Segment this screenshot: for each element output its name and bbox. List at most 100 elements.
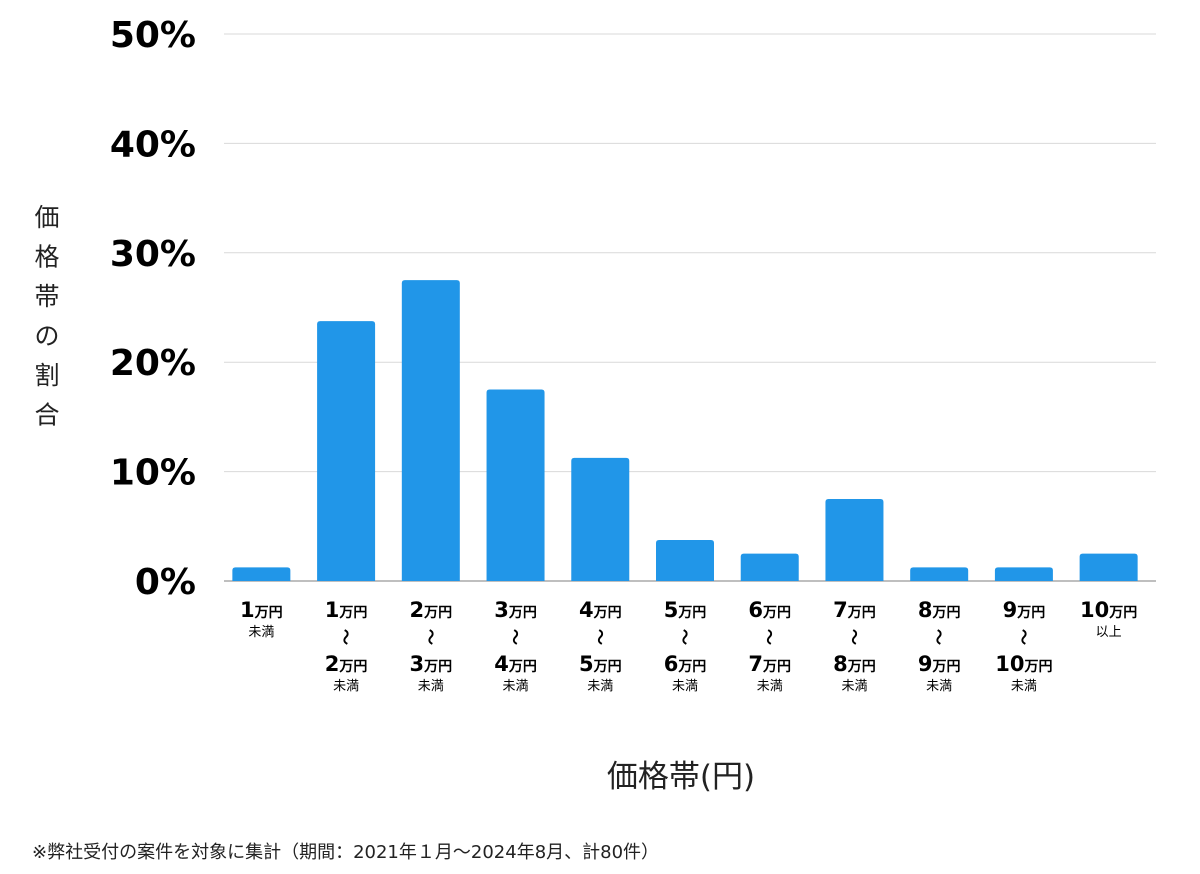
x-tick-number: 7 (748, 652, 763, 676)
bar (232, 567, 291, 581)
x-tick-number: 8 (833, 652, 848, 676)
x-tick-suffix: 未満 (926, 679, 952, 694)
x-tick-unit: 万円 (338, 605, 367, 621)
x-tick-number: 4 (579, 598, 594, 622)
footnote: ※弊社受付の案件を対象に集計（期間：2021年１月〜2024年8月、計80件） (32, 842, 659, 863)
y-tick-label: 10% (110, 453, 196, 494)
y-axis-label-char: 割 (34, 361, 59, 390)
y-axis-label-char: 帯 (34, 282, 59, 311)
x-tick-number: 6 (664, 652, 679, 676)
y-tick-label: 20% (110, 343, 196, 384)
x-tick-number: 10 (995, 652, 1024, 676)
x-tick-amount: 1万円 (325, 598, 368, 622)
x-tick-amount: 8万円 (833, 652, 876, 676)
y-axis-label-char: 格 (34, 243, 59, 272)
bar (656, 539, 714, 581)
bar (401, 280, 460, 581)
x-tick-unit: 万円 (508, 605, 537, 621)
x-tick-range-mark: 〜 (590, 629, 609, 645)
x-tick-amount: 3万円 (494, 598, 537, 622)
x-tick-amount: 2万円 (325, 652, 368, 676)
x-tick-range-mark: 〜 (929, 629, 948, 645)
bar (486, 389, 545, 581)
x-tick-range-mark: 〜 (506, 629, 525, 645)
x-tick-amount: 8万円 (918, 598, 961, 622)
x-tick-suffix: 未満 (841, 679, 867, 694)
x-tick-number: 10 (1080, 598, 1109, 622)
x-tick-unit: 万円 (762, 659, 791, 675)
bar (317, 321, 376, 581)
bar (1079, 553, 1138, 581)
x-tick-number: 4 (494, 652, 509, 676)
x-tick-unit: 万円 (338, 659, 367, 675)
y-tick-label: 50% (110, 15, 196, 56)
x-tick-number: 9 (1003, 598, 1018, 622)
x-tick-amount: 7万円 (833, 598, 876, 622)
x-tick-range-mark: 〜 (336, 629, 355, 645)
bar (740, 553, 799, 581)
y-tick-label: 40% (110, 124, 196, 165)
x-tick-amount: 1万円 (240, 598, 283, 622)
x-tick-suffix: 未満 (418, 679, 444, 694)
x-tick-unit: 万円 (931, 605, 960, 621)
bar (571, 457, 630, 581)
x-tick-unit: 万円 (1024, 659, 1053, 675)
x-tick-unit: 万円 (254, 605, 283, 621)
y-tick-label: 0% (135, 562, 196, 603)
x-tick-suffix: 以上 (1096, 625, 1122, 640)
x-tick-range-mark: 〜 (1014, 629, 1033, 645)
y-axis-label-text: 価格帯の割合 (34, 203, 59, 430)
x-tick-amount: 2万円 (410, 598, 453, 622)
x-tick-suffix: 未満 (248, 625, 274, 640)
x-tick-number: 5 (664, 598, 679, 622)
y-tick-label: 30% (110, 234, 196, 275)
x-tick-amount: 7万円 (748, 652, 791, 676)
x-tick-number: 1 (240, 598, 255, 622)
x-tick-amount: 3万円 (410, 652, 453, 676)
x-tick-number: 6 (748, 598, 763, 622)
x-tick-number: 2 (410, 598, 425, 622)
x-tick-number: 1 (325, 598, 340, 622)
x-tick-unit: 万円 (593, 605, 622, 621)
x-tick-unit: 万円 (847, 605, 876, 621)
x-tick-unit: 万円 (762, 605, 791, 621)
x-tick-unit: 万円 (1016, 605, 1045, 621)
x-tick-unit: 万円 (677, 605, 706, 621)
x-tick-number: 7 (833, 598, 848, 622)
bar (910, 567, 969, 581)
y-axis-label-char: 合 (34, 401, 59, 430)
x-tick-amount: 5万円 (664, 598, 707, 622)
x-tick-suffix: 未満 (672, 679, 698, 694)
x-tick-unit: 万円 (423, 605, 452, 621)
x-tick-unit: 万円 (593, 659, 622, 675)
x-tick-unit: 万円 (931, 659, 960, 675)
x-tick-amount: 10万円 (1080, 598, 1137, 622)
x-tick-amount: 6万円 (748, 598, 791, 622)
y-axis-label-char: 価 (34, 203, 59, 232)
x-tick-suffix: 未満 (757, 679, 783, 694)
x-tick-number: 5 (579, 652, 594, 676)
bars (232, 280, 1138, 581)
x-tick-range-mark: 〜 (844, 629, 863, 645)
x-tick-unit: 万円 (677, 659, 706, 675)
x-tick-suffix: 未満 (333, 679, 359, 694)
x-tick-amount: 9万円 (918, 652, 961, 676)
x-tick-amount: 4万円 (579, 598, 622, 622)
bar (825, 498, 884, 581)
x-tick-number: 9 (918, 652, 933, 676)
x-tick-number: 8 (918, 598, 933, 622)
y-axis-label-char: の (34, 322, 59, 351)
x-tick-amount: 6万円 (664, 652, 707, 676)
x-tick-unit: 万円 (847, 659, 876, 675)
